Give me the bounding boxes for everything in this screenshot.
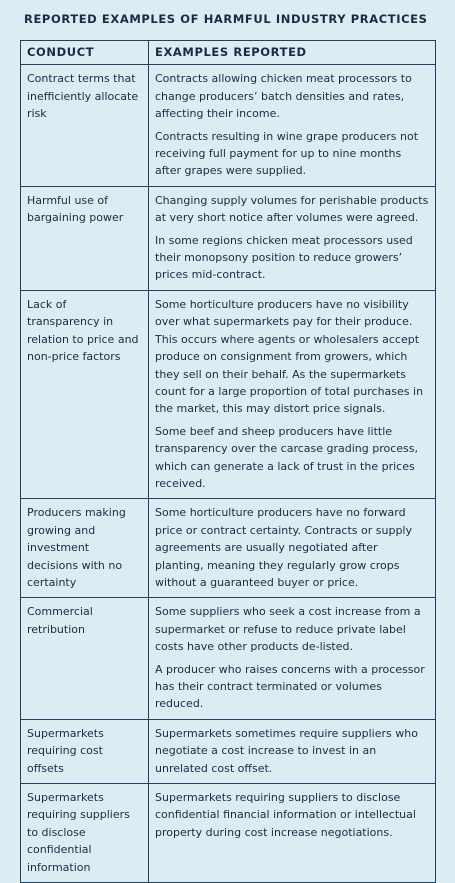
example-text: Supermarkets sometimes require suppliers… (155, 726, 418, 775)
examples-cell: Some horticulture producers have no visi… (148, 289, 436, 500)
table-row: Producers making growing and investment … (20, 498, 436, 599)
example-text: Contracts resulting in wine grape produc… (155, 129, 419, 178)
examples-cell: Some horticulture producers have no forw… (148, 498, 436, 599)
examples-cell: Supermarkets requiring suppliers to disc… (148, 783, 436, 883)
conduct-cell: Harmful use of bargaining power (20, 185, 149, 291)
example-text: Some horticulture producers have no visi… (155, 297, 424, 416)
example-text: Some beef and sheep producers have littl… (155, 424, 419, 490)
conduct-cell: Supermarkets requiring suppliers to disc… (20, 783, 149, 883)
example-text: Some suppliers who seek a cost increase … (155, 605, 421, 654)
table-row: Lack of transparency in relation to pric… (20, 289, 436, 500)
example-text: Some horticulture producers have no forw… (155, 506, 413, 589)
conduct-cell: Lack of transparency in relation to pric… (20, 289, 149, 500)
table-row: Supermarkets requiring cost offsets Super… (20, 718, 436, 785)
title: REPORTED EXAMPLES OF HARMFUL INDUSTRY PR… (24, 12, 428, 26)
example-text: Contracts allowing chicken meat processo… (155, 72, 412, 121)
header-cell: EXAMPLES REPORTED (148, 39, 436, 66)
table-row: Harmful use of bargaining power Changing … (20, 185, 436, 291)
conduct-cell: Producers making growing and investment … (20, 498, 149, 599)
table-row: Supermarkets requiring suppliers to disc… (20, 783, 436, 883)
example-text: Changing supply volumes for perishable p… (155, 193, 429, 225)
example-text: In some regions chicken meat processors … (155, 233, 413, 282)
examples-cell: Changing supply volumes for perishable p… (148, 185, 436, 291)
page: REPORTED EXAMPLES OF HARMFUL INDUSTRY PR… (20, 12, 436, 883)
header-cell: CONDUCT (20, 39, 149, 66)
examples-cell: Some suppliers who seek a cost increase … (148, 597, 436, 720)
practices-table: CONDUCT EXAMPLES REPORTED Contract terms… (20, 39, 436, 883)
header-row: CONDUCT EXAMPLES REPORTED (20, 39, 436, 66)
table-row: Commercial retribution Some suppliers who… (20, 597, 436, 720)
example-text: Supermarkets requiring suppliers to disc… (155, 791, 416, 839)
conduct-cell: Contract terms that inefficiently alloca… (20, 64, 149, 187)
example-text: A producer who raises concerns with a pr… (155, 662, 425, 711)
table-row: Contract terms that inefficiently alloca… (20, 64, 436, 187)
conduct-cell: Commercial retribution (20, 597, 149, 720)
examples-cell: Supermarkets sometimes require suppliers… (148, 718, 436, 785)
conduct-cell: Supermarkets requiring cost offsets (20, 718, 149, 785)
examples-cell: Contracts allowing chicken meat processo… (148, 64, 436, 187)
